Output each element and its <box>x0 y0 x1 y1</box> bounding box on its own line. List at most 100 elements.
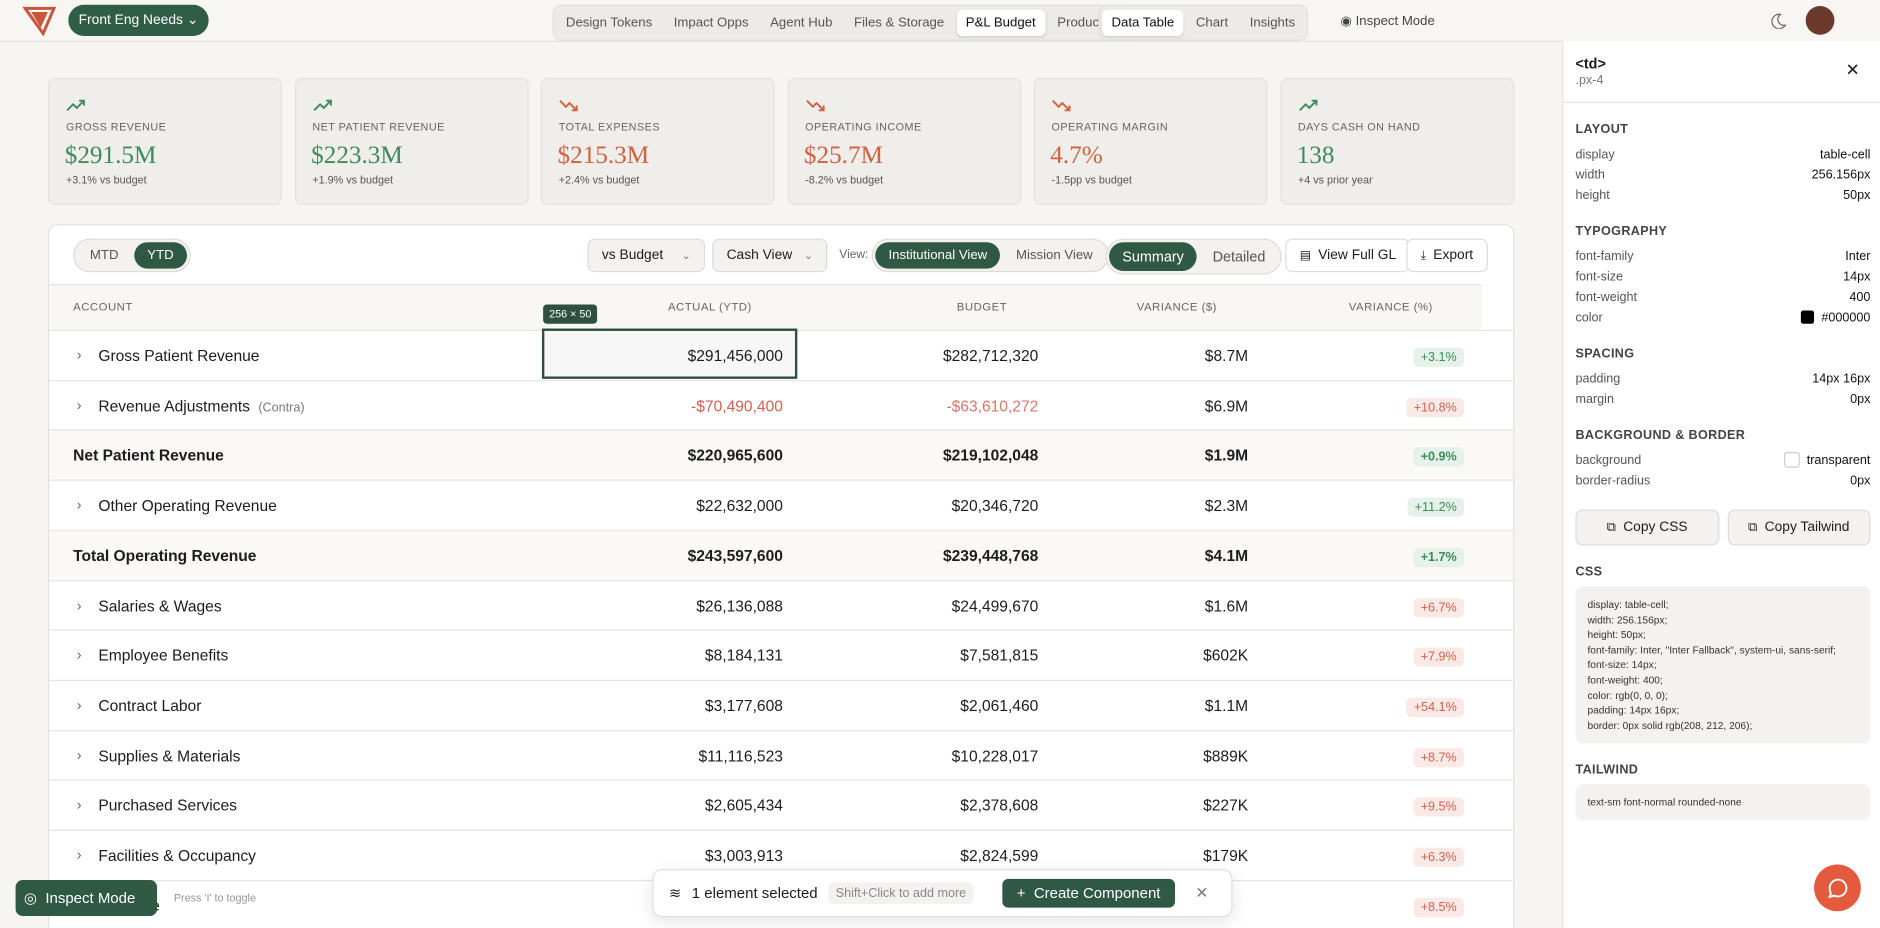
nav-item[interactable]: Files & Storage <box>854 15 945 30</box>
dismiss-selection[interactable]: ✕ <box>1195 883 1209 902</box>
table-row[interactable]: › Purchased Services $2,605,434 $2,378,608 $… <box>49 779 1514 830</box>
actual-cell: $291,456,000 <box>687 346 783 365</box>
tailwind-block: text-sm font-normal rounded-none <box>1575 784 1871 821</box>
expand-chevron[interactable]: › <box>76 596 82 614</box>
period-option[interactable]: YTD <box>134 242 187 269</box>
table-row[interactable]: › Other Operating Revenue $22,632,000 $20,3… <box>49 479 1514 530</box>
kpi-value: $215.3M <box>557 140 650 170</box>
avatar[interactable] <box>1805 5 1835 35</box>
expand-chevron[interactable]: › <box>76 396 82 414</box>
inspect-mode-label: Inspect Mode <box>1355 14 1435 29</box>
nav-item[interactable]: P&L Budget <box>956 9 1046 36</box>
actual-cell: $3,003,913 <box>704 846 783 865</box>
section-title: SPACING <box>1575 346 1635 361</box>
expand-chevron[interactable]: › <box>76 846 82 864</box>
view-tab[interactable]: Data Table <box>1101 9 1184 36</box>
kpi-change: +3.1% vs budget <box>65 173 147 186</box>
actual-cell: $22,632,000 <box>696 496 783 515</box>
property-value-wrap: transparent <box>1783 452 1870 468</box>
property-name: margin <box>1575 391 1614 406</box>
inspect-hint: Press 'I' to toggle <box>173 892 256 905</box>
variance-cell: $602K <box>1203 646 1249 665</box>
table-row[interactable]: › Supplies & Materials $11,116,523 $10,228,… <box>49 729 1514 780</box>
kpi-label: OPERATING MARGIN <box>1051 121 1169 134</box>
variance-badge: +9.5% <box>1413 797 1464 817</box>
nav-item[interactable]: Design Tokens <box>565 15 653 30</box>
actual-cell: $8,184,131 <box>704 646 783 665</box>
property-value: 256.156px <box>1811 167 1871 182</box>
section-title: LAYOUT <box>1575 122 1629 137</box>
css-line: display: table-cell; <box>1587 598 1669 611</box>
workspace-switcher[interactable]: Front Eng Needs ⌄ <box>68 4 209 36</box>
nav-item[interactable]: Impact Opps <box>673 15 749 30</box>
copy-button[interactable]: ⧉ Copy Tailwind <box>1727 509 1871 546</box>
table-row[interactable]: Total Operating Revenue $243,597,600 $239,… <box>49 529 1514 581</box>
table-row[interactable]: Net Patient Revenue $220,965,600 $219,102,… <box>49 429 1514 481</box>
close-inspector[interactable]: ✕ <box>1845 59 1860 80</box>
table-row[interactable]: › Employee Benefits $8,184,131 $7,581,815 $6… <box>49 629 1514 680</box>
kpi-card: GROSS REVENUE $291.5M +3.1% vs budget <box>47 77 282 206</box>
variance-pct-cell: +10.8% <box>1406 381 1464 430</box>
toolbar-button[interactable]: ▤ View Full GL <box>1285 238 1411 273</box>
property-row: border-radius 0px <box>1575 470 1870 490</box>
chat-button[interactable] <box>1814 864 1861 912</box>
view-option[interactable]: Mission View <box>1015 248 1093 263</box>
trend-icon <box>312 99 332 111</box>
selection-bar: ≋ 1 element selected Shift+Click to add … <box>652 869 1233 918</box>
variance-badge: +3.1% <box>1413 347 1464 367</box>
kpi-label: OPERATING INCOME <box>805 121 922 134</box>
table-row[interactable]: › Salaries & Wages $26,136,088 $24,499,670 $… <box>49 579 1514 630</box>
actual-cell: $11,116,523 <box>698 746 783 765</box>
expand-chevron[interactable]: › <box>76 346 82 364</box>
variance-pct-cell: +8.7% <box>1413 731 1464 780</box>
header: Front Eng Needs ⌄ Design Tokens Impact Op… <box>0 0 1880 42</box>
toolbar: MTD YTD vs Budget ⌄ Cash View ⌄ View: Instituti… <box>49 225 1513 284</box>
variance-pct-cell: +6.3% <box>1413 831 1464 880</box>
table-row[interactable]: › Facilities & Occupancy $3,003,913 $2,824,… <box>49 829 1514 880</box>
account-name: Facilities & Occupancy <box>98 846 256 865</box>
nav-item[interactable]: Agent Hub <box>770 15 833 30</box>
copy-button[interactable]: ⧉ Copy CSS <box>1575 509 1719 546</box>
budget-cell: $219,102,048 <box>942 446 1039 465</box>
view-option[interactable]: Institutional View <box>875 242 1001 269</box>
trend-icon <box>1052 100 1071 112</box>
expand-chevron[interactable]: › <box>76 496 82 514</box>
kpi-card: TOTAL EXPENSES $215.3M +2.4% vs budget <box>540 77 775 206</box>
property-row: font-weight 400 <box>1575 287 1870 307</box>
create-component-button[interactable]: + Create Component <box>1002 878 1175 908</box>
toolbar-button[interactable]: ⤓ Export <box>1406 238 1488 273</box>
kpi-value: 4.7% <box>1050 140 1103 170</box>
expand-chevron[interactable]: › <box>76 746 82 764</box>
css-line: font-weight: 400; <box>1587 673 1663 686</box>
kpi-label: NET PATIENT REVENUE <box>312 121 445 134</box>
table-row[interactable]: › Revenue Adjustments (Contra) -$70,490,400… <box>49 379 1514 430</box>
dropdown-label: vs Budget <box>601 248 664 263</box>
property-value-wrap: 0px <box>1850 473 1870 487</box>
theme-toggle[interactable] <box>1770 12 1787 29</box>
table-row[interactable]: › Contract Labor $3,177,608 $2,061,460 $1.1M… <box>49 679 1514 730</box>
property-row: background transparent <box>1575 450 1870 470</box>
view-tab[interactable]: Chart <box>1195 15 1229 30</box>
inspect-mode-link[interactable]: ◉ Inspect Mode <box>1340 14 1435 29</box>
property-value: 50px <box>1843 187 1871 203</box>
kpi-change: +1.9% vs budget <box>312 173 394 186</box>
account-name: Supplies & Materials <box>98 746 241 765</box>
actual-cell: $243,597,600 <box>687 546 783 565</box>
expand-chevron[interactable]: › <box>76 696 82 714</box>
actual-cell: -$70,490,400 <box>691 396 783 415</box>
period-option[interactable]: MTD <box>89 248 119 263</box>
view-tab[interactable]: Insights <box>1249 15 1296 30</box>
dropdown[interactable]: vs Budget ⌄ <box>587 238 706 273</box>
property-value: 0px <box>1850 472 1871 488</box>
inspect-toggle[interactable]: ◎ Inspect Mode <box>15 880 158 917</box>
account-cell: › Revenue Adjustments (Contra) <box>73 381 305 430</box>
chevron: ⌄ <box>803 248 813 261</box>
dropdown[interactable]: Cash View ⌄ <box>712 238 828 273</box>
detail-option[interactable]: Summary <box>1109 242 1197 271</box>
detail-option[interactable]: Detailed <box>1212 248 1266 265</box>
expand-chevron[interactable]: › <box>76 796 82 814</box>
variance-cell: $1.9M <box>1204 446 1249 465</box>
css-line: width: 256.156px; <box>1587 613 1668 626</box>
expand-chevron[interactable]: › <box>76 646 82 664</box>
